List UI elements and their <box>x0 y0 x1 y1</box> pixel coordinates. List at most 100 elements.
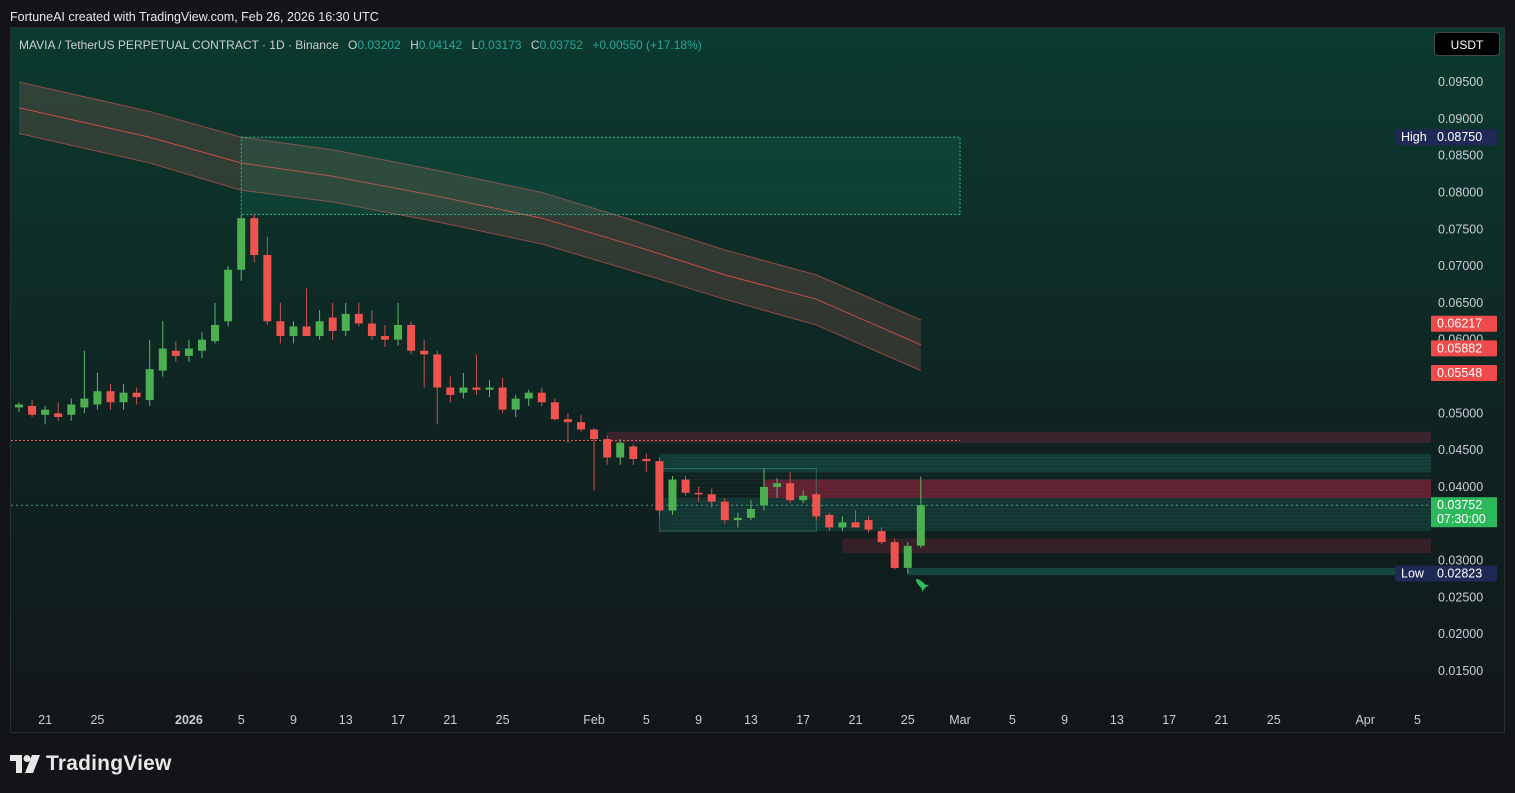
liquidity-zone-mid <box>659 497 1431 532</box>
candle-body <box>707 494 716 502</box>
candle <box>759 468 768 511</box>
candle-body <box>590 429 599 440</box>
currency-button[interactable]: USDT <box>1434 32 1500 56</box>
level-badge-2: 0.05882 <box>1431 340 1497 357</box>
x-axis-tick: 25 <box>496 713 510 727</box>
candle <box>707 488 716 508</box>
candle-body <box>550 402 559 420</box>
x-axis-tick: Apr <box>1355 713 1374 727</box>
y-axis-tick: 0.04500 <box>1438 443 1483 457</box>
candle <box>80 350 89 414</box>
candle-body <box>211 324 220 342</box>
candle <box>603 435 612 465</box>
low-value-badge: 0.02823 <box>1431 565 1497 582</box>
candle-body <box>263 255 272 322</box>
candle-body <box>563 419 572 423</box>
change-value: +0.00550 (+17.18%) <box>592 38 702 52</box>
candle-body <box>655 461 664 511</box>
y-axis-tick: 0.06500 <box>1438 296 1483 310</box>
open-label: O <box>348 38 358 52</box>
chart-panel[interactable]: 0.09500 0.09000 0.08500 0.08000 0.07500 0.070… <box>10 27 1505 733</box>
candle <box>550 398 559 421</box>
y-axis-tick: 0.02500 <box>1438 590 1483 604</box>
candle <box>315 310 324 340</box>
candle <box>367 310 376 340</box>
candle <box>354 302 363 327</box>
x-axis-tick: 5 <box>238 713 245 727</box>
candle-body <box>394 324 403 340</box>
candle-body <box>119 392 128 403</box>
candle-body <box>420 350 429 355</box>
countdown-value: 07:30:00 <box>1437 512 1486 526</box>
high-value-badge: 0.08750 <box>1431 129 1497 146</box>
candle <box>433 350 442 425</box>
x-axis-tick: 9 <box>1061 713 1068 727</box>
candle <box>524 389 533 406</box>
candle-body <box>916 505 925 546</box>
candle-body <box>380 336 389 340</box>
candle-body <box>145 369 154 401</box>
candle <box>537 387 546 406</box>
candle <box>41 405 50 425</box>
candle-body <box>289 326 298 337</box>
candle <box>224 266 233 327</box>
supply-zone <box>763 479 1431 498</box>
candle-body <box>250 218 259 256</box>
candle-body <box>903 545 912 568</box>
candle-body <box>524 392 533 399</box>
candle <box>197 332 206 359</box>
x-axis-tick: 17 <box>391 713 405 727</box>
candle-body <box>446 387 455 395</box>
level-badge-1: 0.06217 <box>1431 315 1497 332</box>
candle <box>145 339 154 406</box>
candle <box>263 236 272 325</box>
tradingview-brand-text: TradingView <box>46 752 172 775</box>
candle-body <box>276 321 285 337</box>
candle-body <box>720 501 729 521</box>
x-axis-tick: 5 <box>1009 713 1016 727</box>
x-axis-tick: 21 <box>443 713 457 727</box>
candle-body <box>41 409 50 415</box>
candle <box>877 527 886 545</box>
x-axis-tick: 2026 <box>175 713 203 727</box>
candle-body <box>106 391 115 403</box>
close-value: 0.03752 <box>539 38 583 52</box>
candle-body <box>786 483 795 501</box>
candle-body <box>799 495 808 501</box>
candle <box>733 512 742 528</box>
y-axis-tick: 0.09500 <box>1438 75 1483 89</box>
tradingview-logo-icon <box>10 755 40 773</box>
low-value: 0.03173 <box>478 38 522 52</box>
candle <box>616 439 625 465</box>
candle-body <box>485 387 494 390</box>
svg-text:0.02823: 0.02823 <box>1437 567 1482 581</box>
ma-lower-line <box>18 133 922 372</box>
x-axis-tick: 21 <box>38 713 52 727</box>
open-value: 0.03202 <box>357 38 401 52</box>
liquidity-zone-upper <box>659 453 1431 473</box>
x-axis-tick: 21 <box>1214 713 1228 727</box>
candle-body <box>15 404 23 408</box>
candle-body <box>171 350 180 356</box>
candle <box>250 214 259 263</box>
rocket-icon <box>915 578 930 593</box>
y-axis-tick: 0.08500 <box>1438 149 1483 163</box>
price-chart[interactable]: 0.09500 0.09000 0.08500 0.08000 0.07500 0.070… <box>11 28 1505 733</box>
candle <box>211 302 220 344</box>
x-axis-tick: 25 <box>1267 713 1281 727</box>
svg-text:0.05882: 0.05882 <box>1437 341 1482 355</box>
candle <box>119 383 128 410</box>
x-axis-tick: Feb <box>583 713 605 727</box>
candle <box>184 339 193 362</box>
low-label-badge: Low <box>1395 565 1433 582</box>
candle <box>237 214 246 281</box>
candle <box>773 478 782 498</box>
tradingview-logo[interactable]: TradingView <box>10 752 172 776</box>
candle <box>67 398 76 421</box>
candle <box>655 457 664 517</box>
svg-text:0.08750: 0.08750 <box>1437 130 1482 144</box>
candle <box>786 472 795 504</box>
ma-upper-line <box>18 81 922 321</box>
candle <box>590 428 599 491</box>
